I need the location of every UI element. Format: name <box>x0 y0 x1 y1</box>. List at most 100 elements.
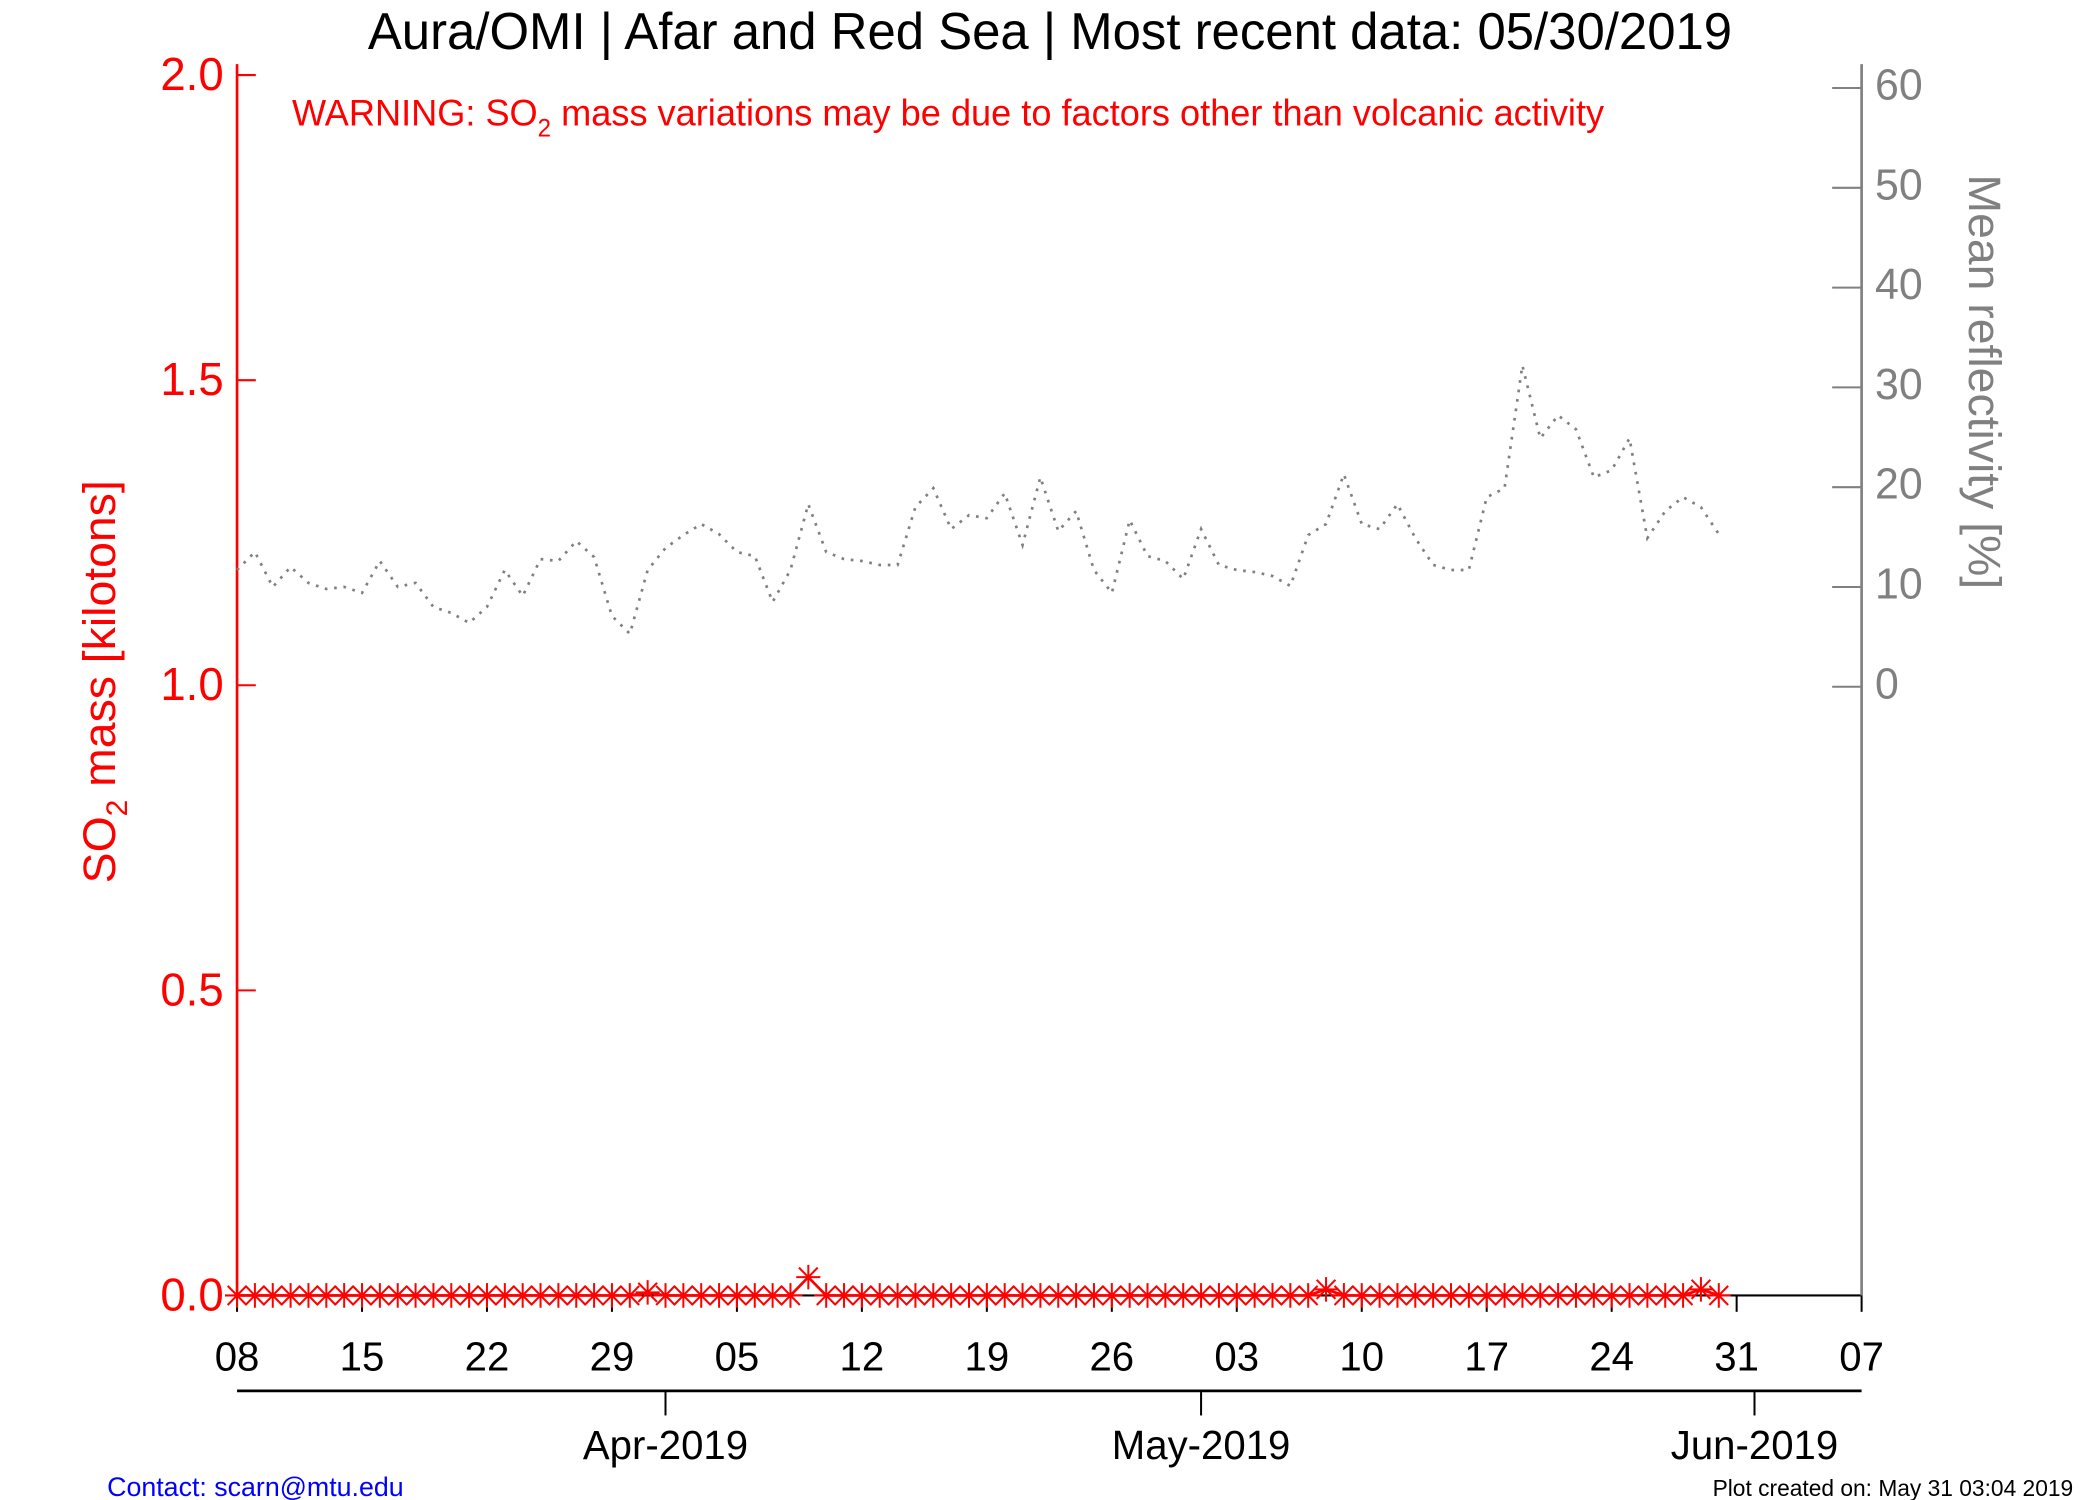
point-marker <box>671 1283 696 1308</box>
point-marker <box>867 1283 892 1308</box>
x-tick-label: 19 <box>965 1333 1010 1379</box>
warning-rest: mass variations may be due to factors ot… <box>551 92 1605 133</box>
y-label-rest: mass [kilotons] <box>74 480 126 799</box>
warning-text: WARNING: SO <box>292 92 538 133</box>
month-tick-label: Apr-2019 <box>583 1422 748 1468</box>
y2-tick-label: 10 <box>1875 560 1923 608</box>
point-marker <box>1117 1283 1142 1308</box>
point-marker <box>885 1283 910 1308</box>
y2-tick-label: 50 <box>1875 161 1923 209</box>
point-marker <box>385 1283 410 1308</box>
point-marker <box>1474 1283 1499 1308</box>
point-marker <box>1688 1277 1713 1302</box>
point-marker <box>349 1283 375 1308</box>
month-tick-label: Jun-2019 <box>1671 1422 1838 1468</box>
point-marker <box>582 1283 607 1308</box>
point-marker <box>1706 1283 1731 1308</box>
point-marker <box>1171 1283 1196 1308</box>
point-marker <box>457 1283 482 1308</box>
point-marker <box>1206 1283 1231 1308</box>
point-marker <box>760 1283 785 1308</box>
point-marker <box>439 1283 464 1308</box>
point-marker <box>1331 1283 1356 1308</box>
point-marker <box>1438 1283 1464 1308</box>
y2-tick-label: 60 <box>1875 61 1923 109</box>
point-marker <box>1028 1283 1053 1308</box>
point-marker <box>956 1283 982 1308</box>
y2-tick-label: 40 <box>1875 261 1923 309</box>
point-marker <box>724 1283 749 1308</box>
y2-tick-label: 20 <box>1875 460 1923 508</box>
chart-title: Aura/OMI | Afar and Red Sea | Most recen… <box>368 3 1732 61</box>
point-marker <box>510 1283 535 1308</box>
point-marker <box>1563 1283 1589 1308</box>
point-marker <box>796 1264 821 1290</box>
point-marker <box>314 1283 339 1308</box>
point-marker <box>1528 1283 1553 1308</box>
y-label-text: SO <box>74 816 126 883</box>
point-marker <box>564 1283 589 1308</box>
point-marker <box>1135 1283 1160 1308</box>
point-marker <box>296 1283 321 1308</box>
point-marker <box>421 1283 446 1308</box>
point-marker <box>1456 1283 1481 1308</box>
y-tick-label: 1.0 <box>160 658 223 710</box>
point-marker <box>903 1283 928 1308</box>
point-marker <box>528 1283 553 1308</box>
x-tick-label: 15 <box>340 1333 385 1379</box>
x-tick-label: 24 <box>1589 1333 1634 1379</box>
point-marker <box>599 1283 625 1308</box>
point-marker <box>1224 1283 1249 1308</box>
point-marker <box>1278 1283 1303 1308</box>
point-marker <box>546 1283 571 1308</box>
point-marker <box>778 1283 803 1308</box>
x-tick-label: 31 <box>1714 1333 1759 1379</box>
x-tick-label: 10 <box>1339 1333 1384 1379</box>
created-note: Plot created on: May 31 03:04 2019 <box>1713 1475 2074 1500</box>
point-marker <box>707 1283 732 1308</box>
warning: WARNING: SO2 mass variations may be due … <box>292 92 1605 142</box>
point-marker <box>403 1283 428 1308</box>
point-marker <box>1010 1283 1035 1308</box>
point-marker <box>1671 1283 1696 1308</box>
point-marker <box>849 1283 874 1308</box>
y-tick-label: 2.0 <box>160 48 223 100</box>
point-marker <box>742 1283 767 1308</box>
point-marker <box>814 1283 839 1308</box>
point-marker <box>332 1283 357 1308</box>
point-marker <box>1099 1283 1124 1308</box>
point-marker <box>1617 1283 1642 1308</box>
point-marker <box>1296 1283 1321 1308</box>
point-marker <box>1635 1283 1660 1308</box>
y2-label: Mean reflectivity [%] <box>1959 174 2011 589</box>
x-tick-label: 08 <box>215 1333 260 1379</box>
point-marker <box>367 1283 392 1308</box>
point-marker <box>1510 1283 1535 1308</box>
point-marker <box>492 1283 517 1308</box>
y2-tick-label: 30 <box>1875 361 1923 409</box>
point-marker <box>653 1283 678 1308</box>
point-marker <box>939 1283 964 1308</box>
point-marker <box>1492 1283 1517 1308</box>
point-marker <box>1653 1283 1678 1308</box>
point-marker <box>1349 1283 1374 1308</box>
point-marker <box>1242 1283 1267 1308</box>
point-marker <box>689 1283 714 1308</box>
x-tick-label: 03 <box>1214 1333 1259 1379</box>
x-tick-label: 26 <box>1089 1333 1134 1379</box>
point-marker <box>831 1283 857 1308</box>
series-line <box>236 365 1720 637</box>
x-tick-label: 17 <box>1464 1333 1509 1379</box>
point-marker <box>1064 1283 1089 1308</box>
x-tick-label: 22 <box>465 1333 510 1379</box>
point-marker <box>921 1283 946 1308</box>
y-tick-label: 0.5 <box>160 963 223 1015</box>
y-tick-label: 1.5 <box>160 353 223 405</box>
y-label-sub: 2 <box>101 800 134 817</box>
x-tick-label: 12 <box>840 1333 885 1379</box>
point-marker <box>1581 1283 1606 1308</box>
point-marker <box>617 1283 642 1308</box>
point-marker <box>1046 1283 1071 1308</box>
point-marker <box>1599 1283 1624 1308</box>
point-marker <box>1421 1283 1446 1308</box>
